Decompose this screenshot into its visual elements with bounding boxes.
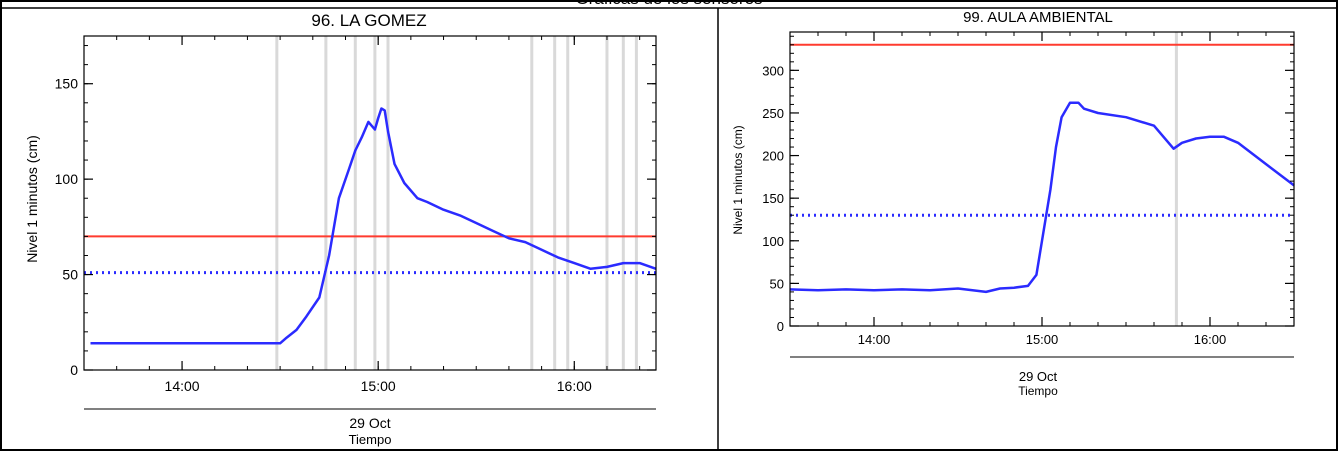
x-tick-label: 15:00 [1026,332,1059,347]
date-label: 29 Oct [1019,369,1058,384]
y-axis-label: Nivel 1 minutos (cm) [731,125,745,234]
page-title: Gráficas de los sensores [575,0,762,8]
y-tick-label: 200 [762,149,784,164]
date-label: 29 Oct [349,415,390,431]
x-tick-label: 14:00 [858,332,891,347]
series-line [90,107,657,345]
x-axis-label: Tiempo [1018,384,1058,398]
chart-aula-ambiental: 99. AULA AMBIENTAL Nivel 1 minutos (cm) … [731,9,1295,398]
y-tick-label: 50 [62,267,78,283]
x-tick-label: 16:00 [557,378,592,394]
y-tick-label: 150 [55,76,79,92]
plot-area [83,35,657,371]
x-tick-label: 14:00 [165,378,200,394]
y-tick-label: 150 [762,191,784,206]
plot-area [789,31,1295,327]
y-tick-label: 100 [762,234,784,249]
y-tick-label: 100 [55,171,79,187]
x-axis-label: Tiempo [349,432,392,447]
x-tick-label: 16:00 [1194,332,1227,347]
chart-la-gomez: 96. LA GOMEZ Nivel 1 minutos (cm) 29 Oct… [24,11,657,447]
y-tick-label: 0 [777,319,784,334]
y-tick-label: 50 [770,276,784,291]
chart-title: 99. AULA AMBIENTAL [963,9,1113,26]
series-line [789,101,1295,294]
y-axis-label: Nivel 1 minutos (cm) [24,135,40,263]
x-tick-label: 15:00 [361,378,396,394]
chart-title: 96. LA GOMEZ [311,11,426,30]
y-tick-label: 250 [762,106,784,121]
y-tick-label: 300 [762,63,784,78]
y-tick-label: 0 [70,362,78,378]
